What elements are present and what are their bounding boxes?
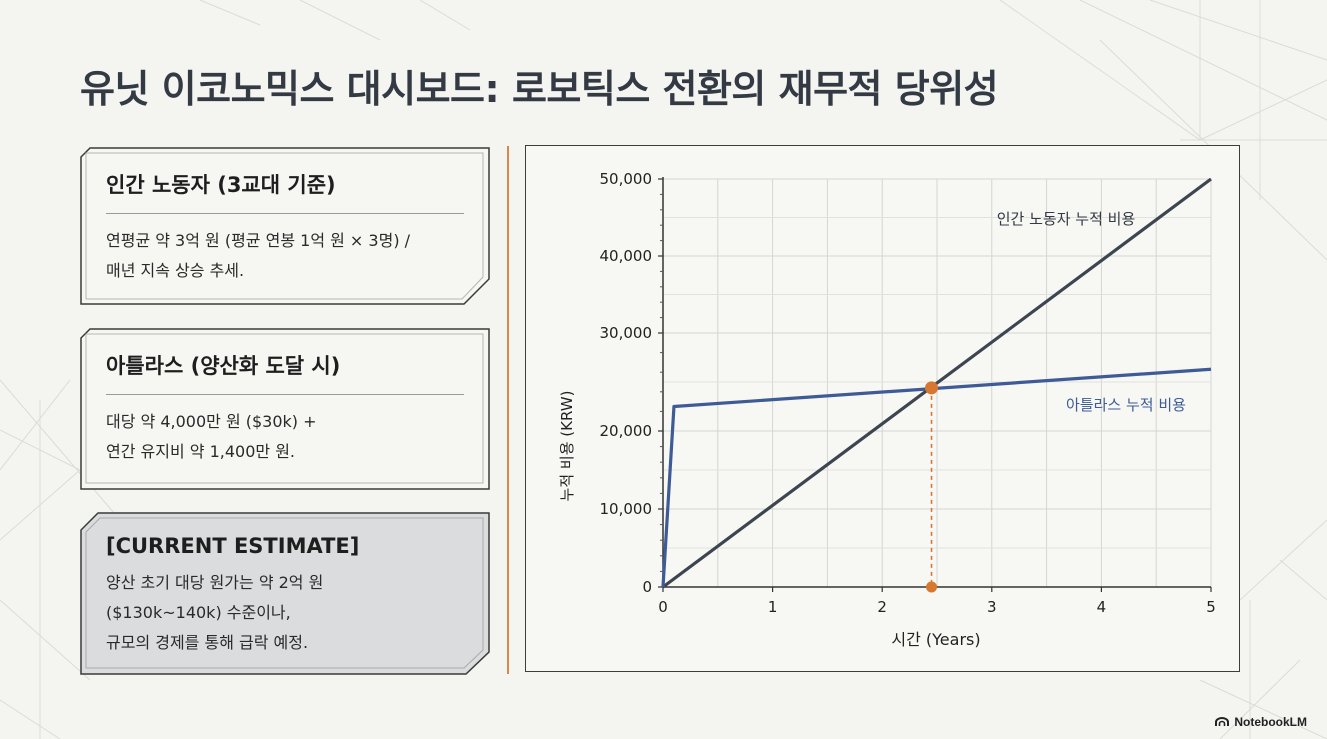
chart-panel: 0 10,000 20,000 30,000 40,000 50,000 0 1 2 3 4 5 누적… xyxy=(525,145,1240,672)
card-body: 연평균 약 3억 원 (평균 연봉 1억 원 × 3명) / 매년 지속 상승 … xyxy=(106,231,411,280)
card-divider xyxy=(106,394,464,395)
breakeven-x-marker xyxy=(926,581,938,593)
y-tick-label: 10,000 xyxy=(600,500,653,518)
card-human-worker: 인간 노동자 (3교대 기준) 연평균 약 3억 원 (평균 연봉 1억 원 ×… xyxy=(80,147,490,305)
card-title: 인간 노동자 (3교대 기준) xyxy=(106,173,336,197)
series-label-human: 인간 노동자 누적 비용 xyxy=(997,210,1136,228)
card-current-estimate: [CURRENT ESTIMATE] 양산 초기 대당 원가는 약 2억 원 (… xyxy=(80,512,490,675)
x-tick-label: 5 xyxy=(1206,598,1216,616)
y-tick-label: 20,000 xyxy=(600,422,653,440)
brand-label: NotebookLM xyxy=(1234,715,1307,729)
x-tick-label: 2 xyxy=(877,598,887,616)
card-title: [CURRENT ESTIMATE] xyxy=(106,534,360,558)
card-frame xyxy=(80,512,490,675)
y-axis-label: 누적 비용 (KRW) xyxy=(558,391,576,502)
breakeven-point xyxy=(925,381,939,395)
vertical-divider xyxy=(507,146,509,674)
series-label-atlas: 아틀라스 누적 비용 xyxy=(1066,396,1186,414)
card-body: 양산 초기 대당 원가는 약 2억 원 ($130k~140k) 수준이나, 규… xyxy=(106,573,324,652)
card-title: 아틀라스 (양산화 도달 시) xyxy=(106,354,341,378)
notebooklm-brand: NotebookLM xyxy=(1215,715,1307,729)
x-axis-label: 시간 (Years) xyxy=(891,630,980,649)
notebooklm-logo-icon xyxy=(1215,717,1230,726)
page-title: 유닛 이코노믹스 대시보드: 로보틱스 전환의 재무적 당위성 xyxy=(80,67,999,111)
y-tick-label: 0 xyxy=(642,578,652,596)
card-frame xyxy=(80,328,490,490)
card-atlas-robot: 아틀라스 (양산화 도달 시) 대당 약 4,000만 원 ($30k) + 연… xyxy=(80,328,490,490)
series-line-human xyxy=(662,177,1212,589)
y-tick-label: 40,000 xyxy=(600,247,653,265)
series-line-atlas xyxy=(661,367,1212,588)
x-tick-label: 1 xyxy=(768,598,778,616)
x-tick-label: 0 xyxy=(658,598,668,616)
y-tick-label: 30,000 xyxy=(600,324,653,342)
x-tick-label: 4 xyxy=(1097,598,1107,616)
card-body: 대당 약 4,000만 원 ($30k) + 연간 유지비 약 1,400만 원… xyxy=(106,412,317,461)
card-divider xyxy=(106,213,464,214)
cumulative-cost-chart: 0 10,000 20,000 30,000 40,000 50,000 0 1 2 3 4 5 누적… xyxy=(558,170,1216,649)
card-frame xyxy=(80,147,490,305)
x-tick-label: 3 xyxy=(987,598,997,616)
y-tick-label: 50,000 xyxy=(600,170,653,188)
